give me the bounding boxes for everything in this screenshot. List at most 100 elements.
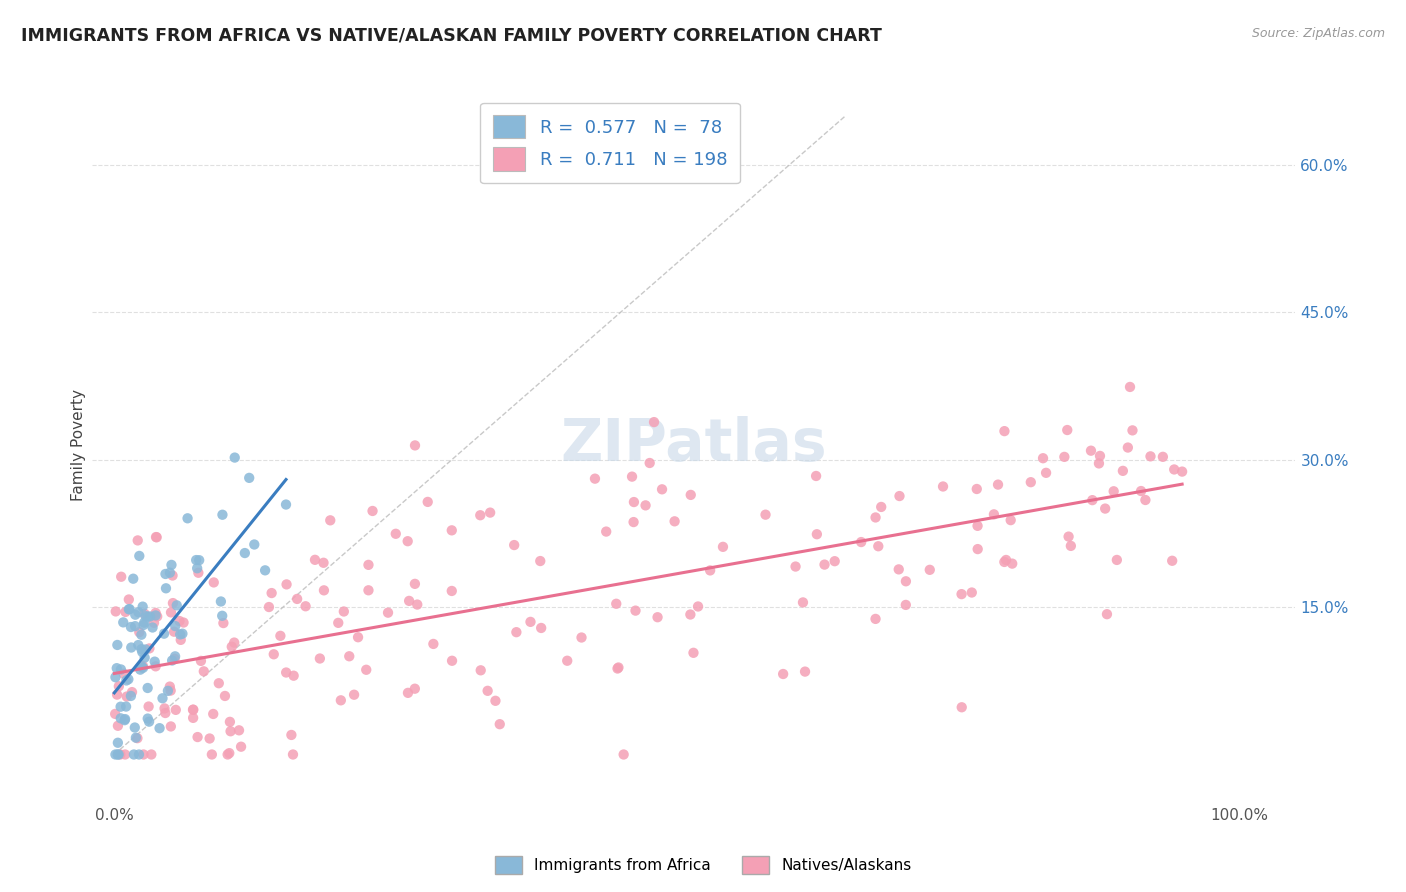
Point bbox=[110, 711, 132, 725]
Point bbox=[145, 530, 167, 544]
Point bbox=[156, 684, 179, 698]
Point bbox=[440, 524, 463, 538]
Point bbox=[159, 566, 181, 580]
Point bbox=[607, 660, 630, 674]
Point bbox=[983, 508, 1005, 522]
Point bbox=[1094, 501, 1116, 516]
Point bbox=[115, 673, 138, 688]
Point bbox=[110, 662, 132, 676]
Point bbox=[1171, 465, 1194, 479]
Point bbox=[679, 488, 702, 502]
Point bbox=[950, 700, 973, 714]
Point bbox=[127, 731, 149, 746]
Point bbox=[785, 559, 807, 574]
Point bbox=[143, 615, 166, 630]
Point bbox=[377, 606, 399, 620]
Point bbox=[104, 747, 127, 762]
Point bbox=[105, 638, 128, 652]
Point bbox=[153, 626, 176, 640]
Point bbox=[260, 586, 283, 600]
Point bbox=[131, 660, 153, 674]
Point bbox=[110, 699, 132, 714]
Point bbox=[212, 616, 235, 631]
Point bbox=[1001, 557, 1024, 571]
Point bbox=[647, 610, 669, 624]
Point bbox=[686, 599, 709, 614]
Point bbox=[404, 681, 426, 696]
Point bbox=[699, 563, 721, 577]
Point bbox=[571, 631, 593, 645]
Point bbox=[114, 713, 136, 727]
Point bbox=[202, 706, 225, 721]
Point bbox=[134, 615, 156, 630]
Point bbox=[269, 629, 291, 643]
Point bbox=[187, 566, 209, 580]
Point bbox=[894, 598, 917, 612]
Point bbox=[1112, 464, 1135, 478]
Point bbox=[870, 500, 893, 514]
Point bbox=[136, 609, 159, 624]
Point bbox=[155, 706, 177, 720]
Point bbox=[918, 563, 941, 577]
Point bbox=[634, 499, 657, 513]
Point bbox=[396, 534, 419, 549]
Point bbox=[153, 701, 176, 715]
Point bbox=[1152, 450, 1174, 464]
Point bbox=[187, 730, 209, 744]
Point bbox=[127, 605, 149, 619]
Point bbox=[606, 661, 628, 675]
Point bbox=[135, 642, 157, 657]
Point bbox=[294, 599, 316, 614]
Point bbox=[118, 602, 141, 616]
Point bbox=[281, 747, 304, 762]
Point bbox=[1102, 484, 1125, 499]
Point bbox=[209, 594, 232, 608]
Point bbox=[950, 587, 973, 601]
Point bbox=[679, 607, 702, 622]
Point bbox=[794, 665, 817, 679]
Point bbox=[995, 553, 1018, 567]
Point bbox=[188, 553, 211, 567]
Point bbox=[280, 728, 302, 742]
Point bbox=[112, 666, 135, 681]
Point bbox=[166, 599, 188, 613]
Point bbox=[128, 549, 150, 563]
Point bbox=[966, 542, 988, 557]
Point bbox=[201, 747, 224, 762]
Point bbox=[987, 477, 1010, 491]
Point bbox=[105, 688, 128, 702]
Point bbox=[107, 747, 129, 762]
Point bbox=[624, 604, 647, 618]
Point bbox=[960, 585, 983, 599]
Point bbox=[505, 625, 527, 640]
Point bbox=[404, 438, 426, 452]
Point bbox=[792, 595, 814, 609]
Point bbox=[682, 646, 704, 660]
Point bbox=[186, 553, 208, 567]
Point bbox=[141, 747, 163, 762]
Point bbox=[257, 600, 280, 615]
Point bbox=[333, 605, 356, 619]
Point bbox=[131, 628, 153, 642]
Point bbox=[132, 747, 155, 762]
Point bbox=[993, 424, 1015, 438]
Point bbox=[163, 624, 186, 639]
Point bbox=[993, 555, 1015, 569]
Point bbox=[1119, 380, 1142, 394]
Point bbox=[218, 746, 240, 760]
Point bbox=[145, 530, 167, 544]
Point bbox=[361, 504, 384, 518]
Point bbox=[104, 706, 127, 721]
Point bbox=[120, 689, 142, 703]
Point bbox=[754, 508, 776, 522]
Point bbox=[440, 584, 463, 599]
Point bbox=[1088, 457, 1111, 471]
Point bbox=[233, 546, 256, 560]
Point bbox=[384, 526, 406, 541]
Point bbox=[134, 650, 156, 665]
Point bbox=[1139, 450, 1161, 464]
Point bbox=[172, 626, 194, 640]
Text: Source: ZipAtlas.com: Source: ZipAtlas.com bbox=[1251, 27, 1385, 40]
Point bbox=[104, 670, 127, 684]
Point bbox=[160, 719, 183, 733]
